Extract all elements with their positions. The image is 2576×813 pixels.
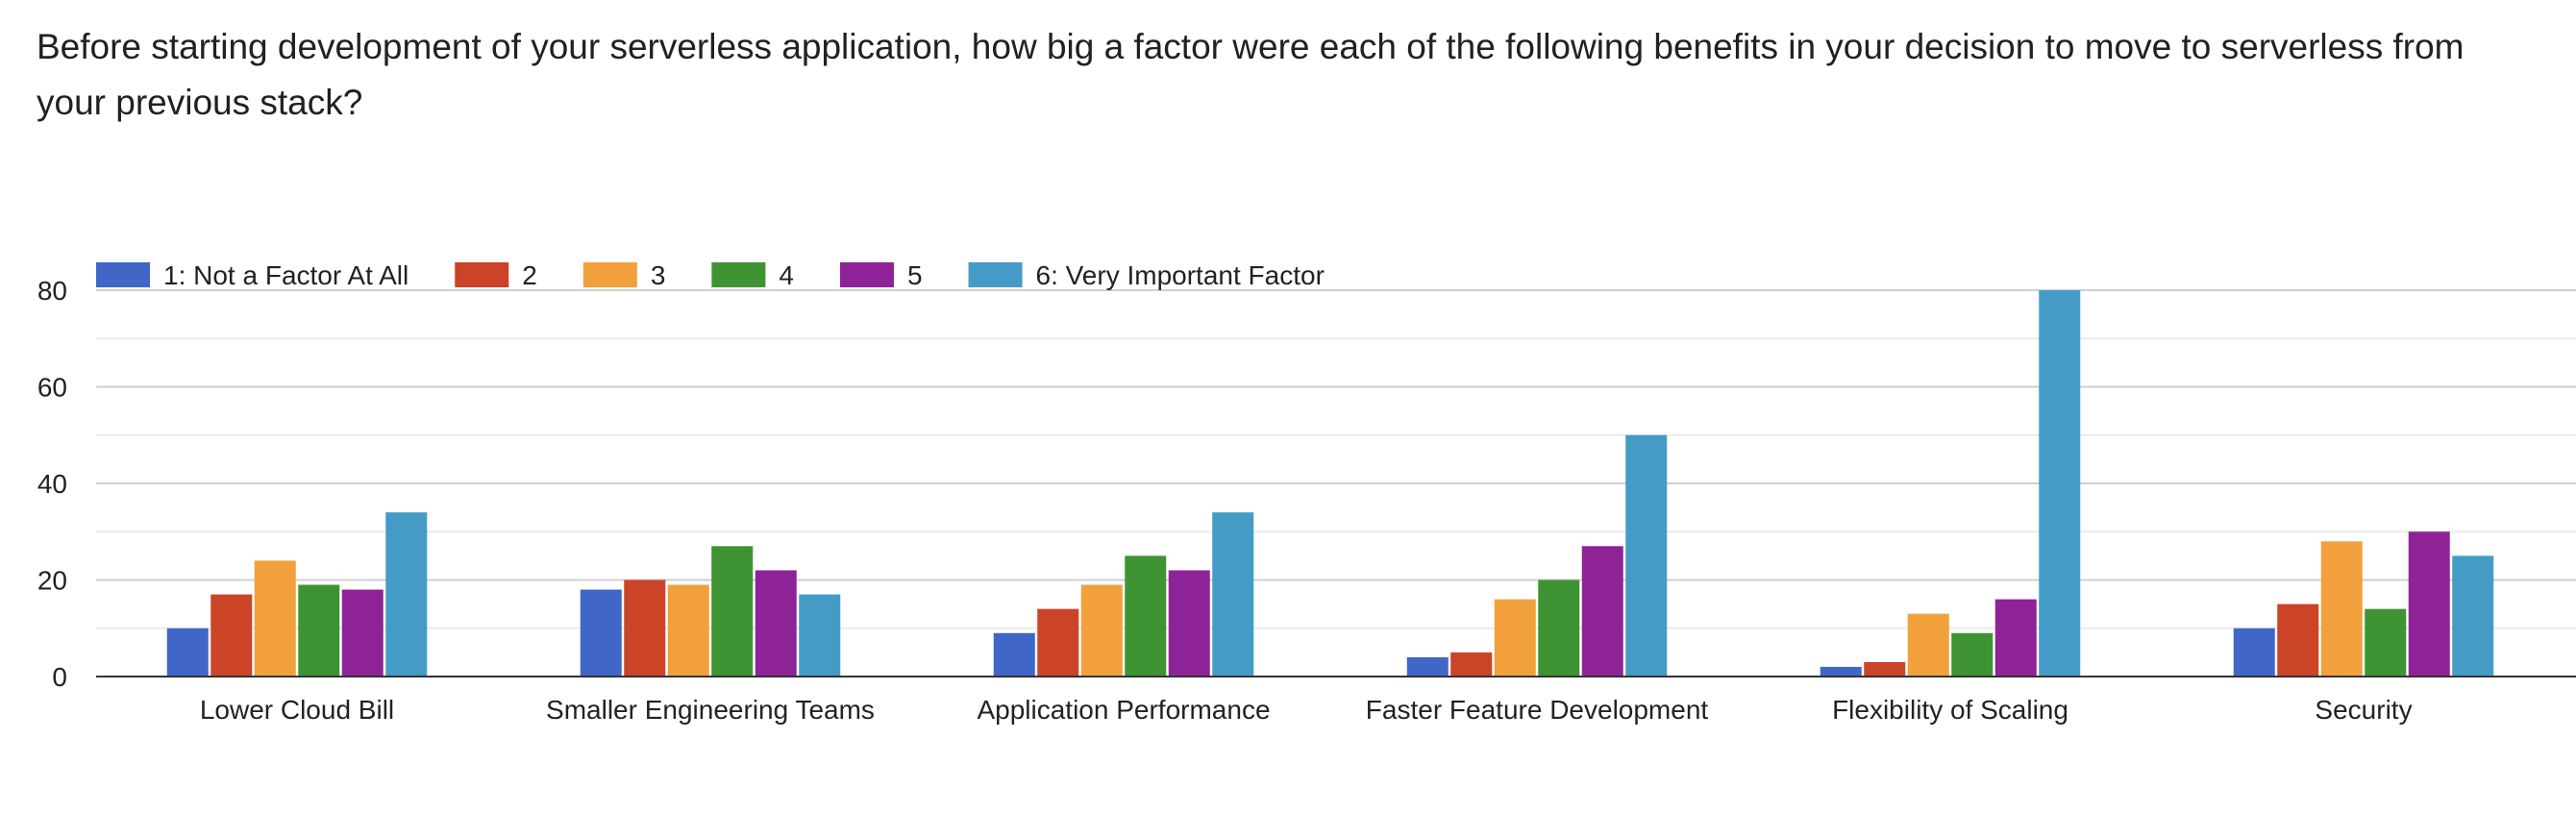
bar xyxy=(624,579,666,677)
bar xyxy=(1907,613,1949,677)
legend-item: 6: Very Important Factor xyxy=(968,260,1325,290)
bar xyxy=(341,589,384,677)
bar xyxy=(1037,608,1079,677)
legend-item: 3 xyxy=(582,260,666,290)
bar xyxy=(1994,599,2037,677)
legend-item: 5 xyxy=(839,260,923,290)
bar xyxy=(1080,584,1123,677)
bar xyxy=(2452,555,2494,677)
legend-item: 2 xyxy=(455,260,537,290)
bars xyxy=(166,290,2494,677)
y-axis-ticks: 0 20 40 60 80 xyxy=(37,276,67,692)
bar xyxy=(580,589,622,677)
legend: 1: Not a Factor At All 2 3 4 5 6: Very Import… xyxy=(96,260,1325,290)
bar-group-flexibility-of-scaling xyxy=(1820,290,2081,677)
bar xyxy=(993,632,1035,677)
legend-item: 4 xyxy=(711,260,794,290)
bar xyxy=(1406,656,1449,677)
y-tick-label: 80 xyxy=(37,276,67,306)
bar xyxy=(1820,666,1862,677)
gridlines xyxy=(96,289,2576,629)
bar xyxy=(1125,555,1167,677)
bar xyxy=(1581,546,1623,677)
bar xyxy=(1494,599,1536,677)
bar xyxy=(711,546,754,677)
legend-label: 4 xyxy=(779,260,794,290)
bar xyxy=(2408,531,2450,677)
legend-swatch xyxy=(96,262,150,287)
bar xyxy=(2365,608,2407,677)
legend-swatch xyxy=(582,262,637,287)
legend-swatch xyxy=(711,262,766,287)
bar-group-security xyxy=(2233,531,2494,677)
bar xyxy=(667,584,709,677)
y-tick-label: 20 xyxy=(37,566,67,596)
bar xyxy=(2320,541,2363,677)
category-label: Lower Cloud Bill xyxy=(200,695,394,725)
bar xyxy=(1538,579,1580,677)
y-tick-label: 60 xyxy=(37,373,67,403)
category-label: Application Performance xyxy=(977,695,1270,725)
bar xyxy=(298,584,340,677)
bar xyxy=(755,570,797,677)
bar xyxy=(2277,604,2319,677)
y-tick-label: 0 xyxy=(52,662,67,692)
category-label: Security xyxy=(2315,695,2412,725)
bar-group-lower-cloud-bill xyxy=(166,512,428,677)
bar-group-smaller-engineering-teams xyxy=(580,546,841,677)
bar xyxy=(254,560,296,677)
category-label: Flexibility of Scaling xyxy=(1832,695,2068,725)
x-axis-labels: Lower Cloud Bill Smaller Engineering Team… xyxy=(200,695,2413,725)
y-tick-label: 40 xyxy=(37,469,67,499)
bar-group-application-performance xyxy=(993,512,1254,677)
bar xyxy=(1450,652,1493,677)
legend-swatch xyxy=(455,262,509,287)
bar xyxy=(2039,290,2081,677)
legend-label: 3 xyxy=(651,260,666,290)
bar xyxy=(211,594,253,677)
bar xyxy=(385,512,428,677)
question-text: Before starting development of your serv… xyxy=(37,27,2465,122)
category-label: Faster Feature Development xyxy=(1366,695,1709,725)
legend-swatch xyxy=(839,262,894,287)
bar xyxy=(1864,661,1906,677)
legend-label: 2 xyxy=(522,260,537,290)
legend-label: 1: Not a Factor At All xyxy=(163,260,409,290)
legend-item: 1: Not a Factor At All xyxy=(96,260,409,290)
bar xyxy=(166,628,209,677)
legend-label: 6: Very Important Factor xyxy=(1036,260,1325,290)
legend-label: 5 xyxy=(907,260,923,290)
bar-group-faster-feature-development xyxy=(1406,434,1668,677)
bar xyxy=(2233,628,2275,677)
bar xyxy=(1168,570,1210,677)
bar xyxy=(799,594,841,677)
legend-swatch xyxy=(968,262,1023,287)
bar xyxy=(1212,512,1254,677)
bar xyxy=(1951,632,1994,677)
bar xyxy=(1625,434,1668,677)
category-label: Smaller Engineering Teams xyxy=(546,695,875,725)
